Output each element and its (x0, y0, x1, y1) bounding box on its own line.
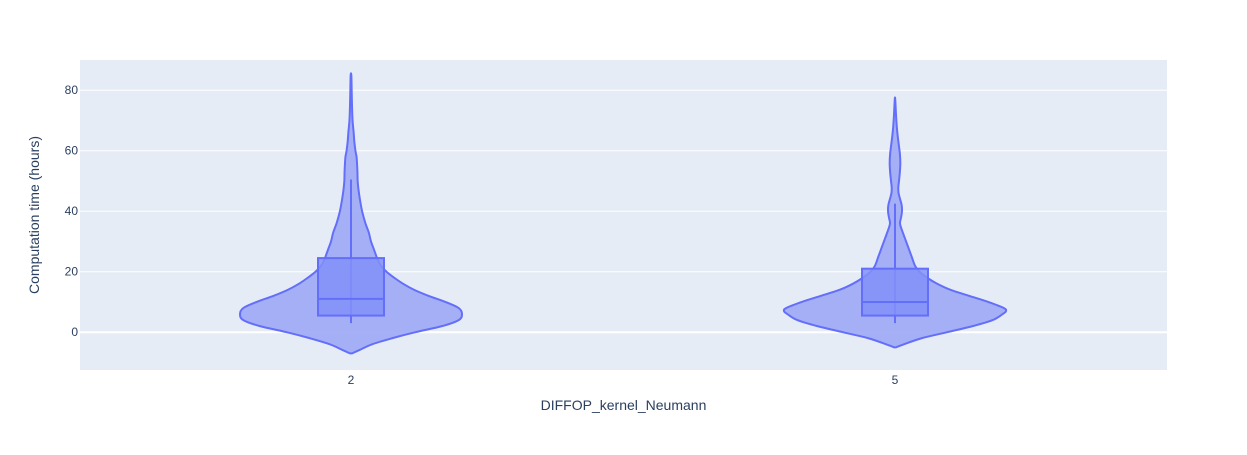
y-tick-label: 40 (65, 204, 79, 218)
y-tick-label: 80 (65, 83, 79, 97)
y-axis-ticks: 0 20 40 60 80 (65, 83, 79, 339)
y-axis-title: Computation time (hours) (26, 136, 42, 294)
violin-5 (782, 96, 1008, 349)
plot-area (80, 60, 1167, 370)
x-axis-title: DIFFOP_kernel_Neumann (541, 397, 707, 413)
violins (239, 72, 1008, 355)
violin-2 (239, 72, 463, 355)
y-tick-label: 60 (65, 144, 79, 158)
violin-box (317, 257, 385, 317)
violin-box (861, 267, 929, 317)
x-tick-label: 5 (892, 373, 899, 387)
y-tick-label: 0 (71, 325, 78, 339)
gridlines (80, 89, 1167, 334)
x-tick-label: 2 (348, 373, 355, 387)
y-tick-label: 20 (65, 265, 79, 279)
